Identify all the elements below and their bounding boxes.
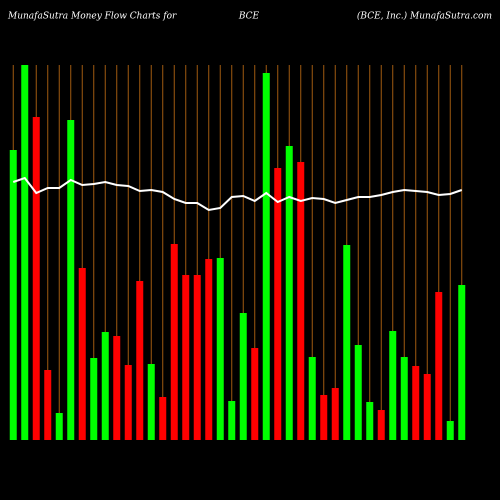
bar [124, 365, 132, 440]
bar [412, 366, 420, 440]
bar [159, 397, 167, 440]
bar [285, 146, 293, 440]
bar [44, 370, 52, 440]
chart-subtitle: BCE [238, 12, 260, 22]
bar [101, 332, 109, 440]
bar [9, 150, 17, 440]
bar [320, 395, 328, 440]
bar [239, 313, 247, 440]
bar [343, 245, 351, 440]
bar [274, 168, 282, 440]
chart-source: (BCE, Inc.) MunafaSutra.com [357, 11, 492, 22]
bar [377, 410, 385, 440]
bar [251, 348, 259, 440]
bar [435, 292, 443, 440]
chart-title: MunafaSutra Money Flow Charts for [7, 12, 177, 22]
bar [32, 117, 40, 440]
bar [193, 275, 201, 440]
bar [446, 421, 454, 440]
bar [400, 357, 408, 440]
bar [55, 413, 63, 440]
bar [113, 336, 121, 440]
bar [78, 268, 86, 440]
bar [90, 358, 98, 440]
bar [423, 374, 431, 440]
bar [228, 401, 236, 440]
bar [308, 357, 316, 440]
bar [297, 162, 305, 440]
bar [331, 388, 339, 440]
bar [366, 402, 374, 440]
bar [147, 364, 155, 440]
money-flow-line [12, 176, 463, 212]
bar [458, 285, 466, 440]
bar [216, 258, 224, 440]
bar [389, 331, 397, 440]
bar [170, 244, 178, 440]
bar [136, 281, 144, 440]
bar [205, 259, 213, 440]
bar [354, 345, 362, 440]
bar [21, 65, 29, 440]
bar [67, 120, 75, 440]
bar [182, 275, 190, 440]
bar [262, 73, 270, 440]
